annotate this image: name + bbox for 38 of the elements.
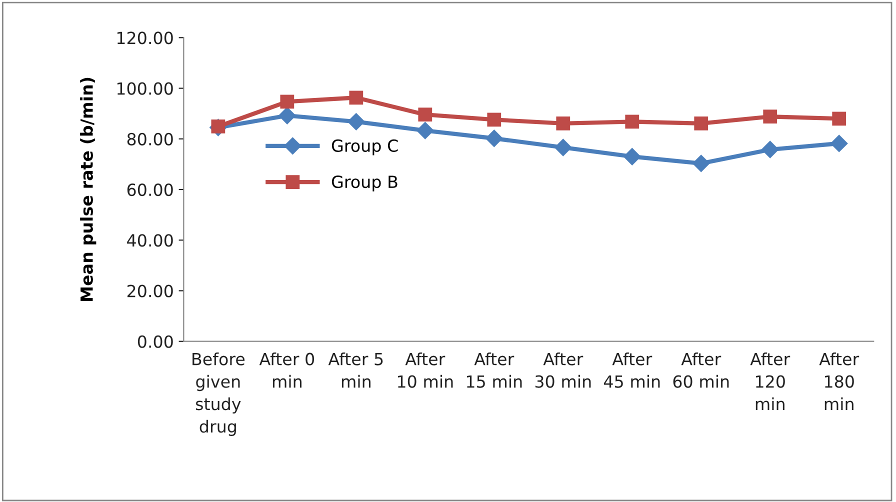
point (832, 112, 846, 126)
legend-label: Group B (332, 176, 398, 192)
x-tick-label: After 45 min (604, 352, 660, 388)
point (694, 116, 708, 130)
point (625, 114, 640, 129)
point (763, 110, 778, 124)
legend-label: Group C (332, 139, 398, 156)
x-tick-label: After 180 min (819, 352, 860, 410)
x-tick-label: Before given study drug (192, 352, 245, 436)
point (418, 108, 432, 122)
point (280, 94, 294, 109)
x-tick-label: After 60 min (673, 352, 729, 388)
x-tick-label: After 30 min (535, 352, 591, 388)
point (349, 90, 364, 105)
point (624, 148, 641, 166)
point (487, 112, 502, 127)
x-tick-label: After 15 min (467, 352, 522, 388)
y-tick-label: 60.00 (127, 183, 173, 196)
point (692, 154, 710, 172)
y-tick-label: 0.00 (138, 335, 173, 348)
point (348, 113, 365, 130)
x-tick-label: After 0 min (259, 352, 314, 388)
y-axis-title: Mean pulse rate (b/min) (80, 78, 96, 302)
y-tick-label: 100.00 (117, 82, 173, 95)
x-tick-label: After 5 min (328, 352, 383, 388)
x-tick-label: After 120 min (750, 352, 790, 410)
point (416, 122, 434, 140)
y-tick-label: 120.00 (117, 32, 173, 44)
point (278, 107, 296, 124)
point (830, 134, 848, 152)
point (554, 138, 572, 156)
point (762, 140, 779, 158)
point (556, 116, 570, 130)
y-tick-label: 20.00 (127, 284, 173, 298)
point (486, 130, 503, 147)
y-tick-label: 40.00 (127, 234, 173, 247)
y-tick-label: 80.00 (127, 132, 173, 146)
x-tick-label: After 10 min (398, 352, 453, 388)
